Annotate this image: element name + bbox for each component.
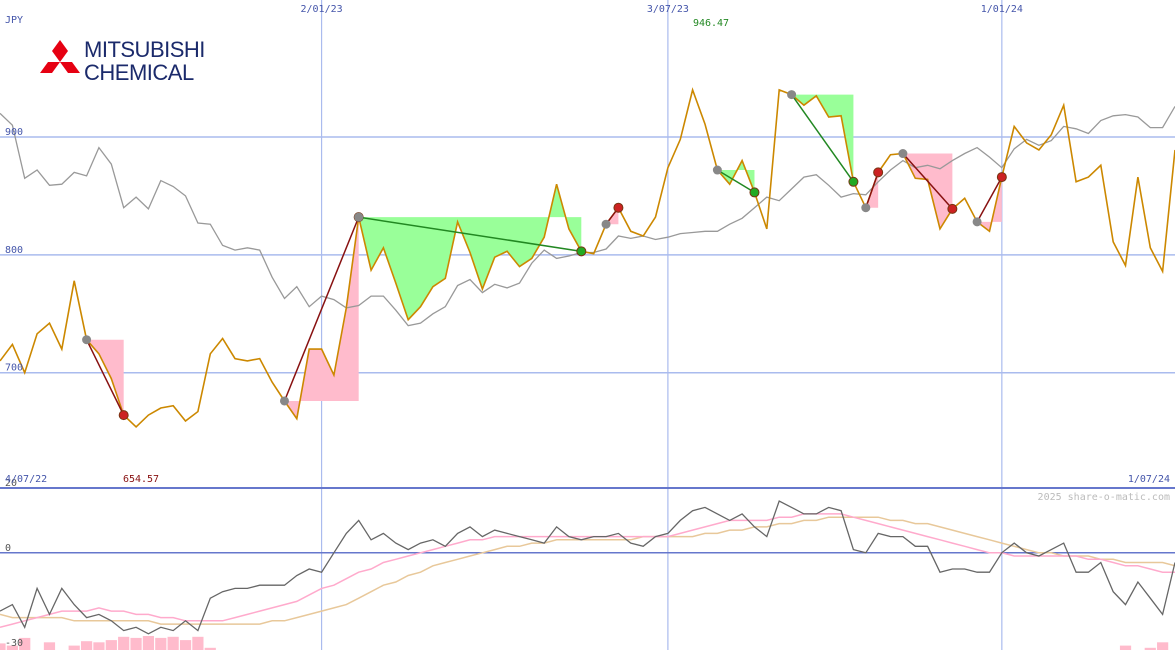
range-end-label: 1/07/24 <box>1128 474 1170 485</box>
histogram-bar <box>1119 645 1132 650</box>
histogram-bar <box>0 643 6 650</box>
min-value-label: 654.57 <box>123 474 159 485</box>
gain-area <box>791 94 854 182</box>
entry-marker <box>972 217 982 227</box>
fast-signal-line <box>0 513 1175 629</box>
histogram-bar <box>130 637 142 650</box>
histogram-bar <box>1144 647 1156 650</box>
max-value-label: 946.47 <box>693 18 729 29</box>
trade-line <box>358 216 582 253</box>
y-tick-label: 700 <box>5 363 23 374</box>
entry-marker <box>354 212 364 222</box>
histogram-bar <box>1157 642 1169 650</box>
gain-area <box>717 160 755 193</box>
y-tick-label: 800 <box>5 245 23 256</box>
price-line <box>0 87 1175 429</box>
currency-label: JPY <box>5 15 23 26</box>
trade-line <box>865 172 879 208</box>
trade-line <box>790 94 855 183</box>
exit-marker <box>873 167 884 178</box>
loss-area <box>902 153 953 229</box>
y-tick-label: 900 <box>5 127 23 138</box>
entry-marker <box>601 219 611 229</box>
logo-line1: MITSUBISHI <box>84 37 205 62</box>
diamonds-icon <box>40 40 80 73</box>
histogram-bar <box>19 637 31 650</box>
x-tick-label: 2/01/23 <box>301 4 343 15</box>
momentum-tick-label: 0 <box>5 543 11 554</box>
slow-signal-line <box>0 516 1175 625</box>
entry-marker <box>82 335 92 345</box>
histogram-bar <box>80 641 93 650</box>
momentum-tick-label: -30 <box>5 638 23 649</box>
histogram-bar <box>93 642 105 650</box>
entry-marker <box>898 149 908 159</box>
x-tick-label: 3/07/23 <box>647 4 689 15</box>
trade-line <box>85 339 125 416</box>
histogram-bar <box>6 645 18 650</box>
exit-marker <box>749 187 760 198</box>
loss-area <box>977 177 1002 232</box>
entry-marker <box>861 203 871 213</box>
exit-marker <box>118 410 129 421</box>
histogram-bar <box>204 647 216 650</box>
trade-line <box>283 216 360 402</box>
entry-marker <box>787 90 797 100</box>
histogram-bar <box>167 636 179 650</box>
momentum-line <box>0 500 1175 635</box>
trade-line <box>976 176 1003 223</box>
entry-marker <box>712 165 722 175</box>
exit-marker <box>947 203 958 214</box>
range-start-label: 4/07/22 <box>5 474 47 485</box>
histogram-bar <box>192 636 204 650</box>
histogram-bar <box>105 640 117 650</box>
momentum-tick-label: 20 <box>5 478 17 489</box>
loss-area <box>284 217 359 419</box>
trade-line <box>902 153 953 210</box>
watermark: 2025 share-o-matic.com <box>1038 492 1170 503</box>
histogram-bar <box>43 642 56 650</box>
company-logo: MITSUBISHI CHEMICAL <box>38 38 238 88</box>
histogram-bar <box>155 637 167 650</box>
histogram-bar <box>68 645 80 650</box>
entry-marker <box>279 396 289 406</box>
histogram-bar <box>118 636 130 650</box>
trade-line <box>716 169 755 194</box>
exit-marker <box>613 202 624 213</box>
exit-marker <box>996 172 1007 183</box>
logo-line2: CHEMICAL <box>84 60 194 85</box>
exit-marker <box>848 176 859 187</box>
histogram-bar <box>142 636 155 650</box>
histogram-bar <box>179 640 192 650</box>
exit-marker <box>576 246 587 257</box>
loss-area <box>86 339 124 416</box>
x-tick-label: 1/01/24 <box>981 4 1023 15</box>
